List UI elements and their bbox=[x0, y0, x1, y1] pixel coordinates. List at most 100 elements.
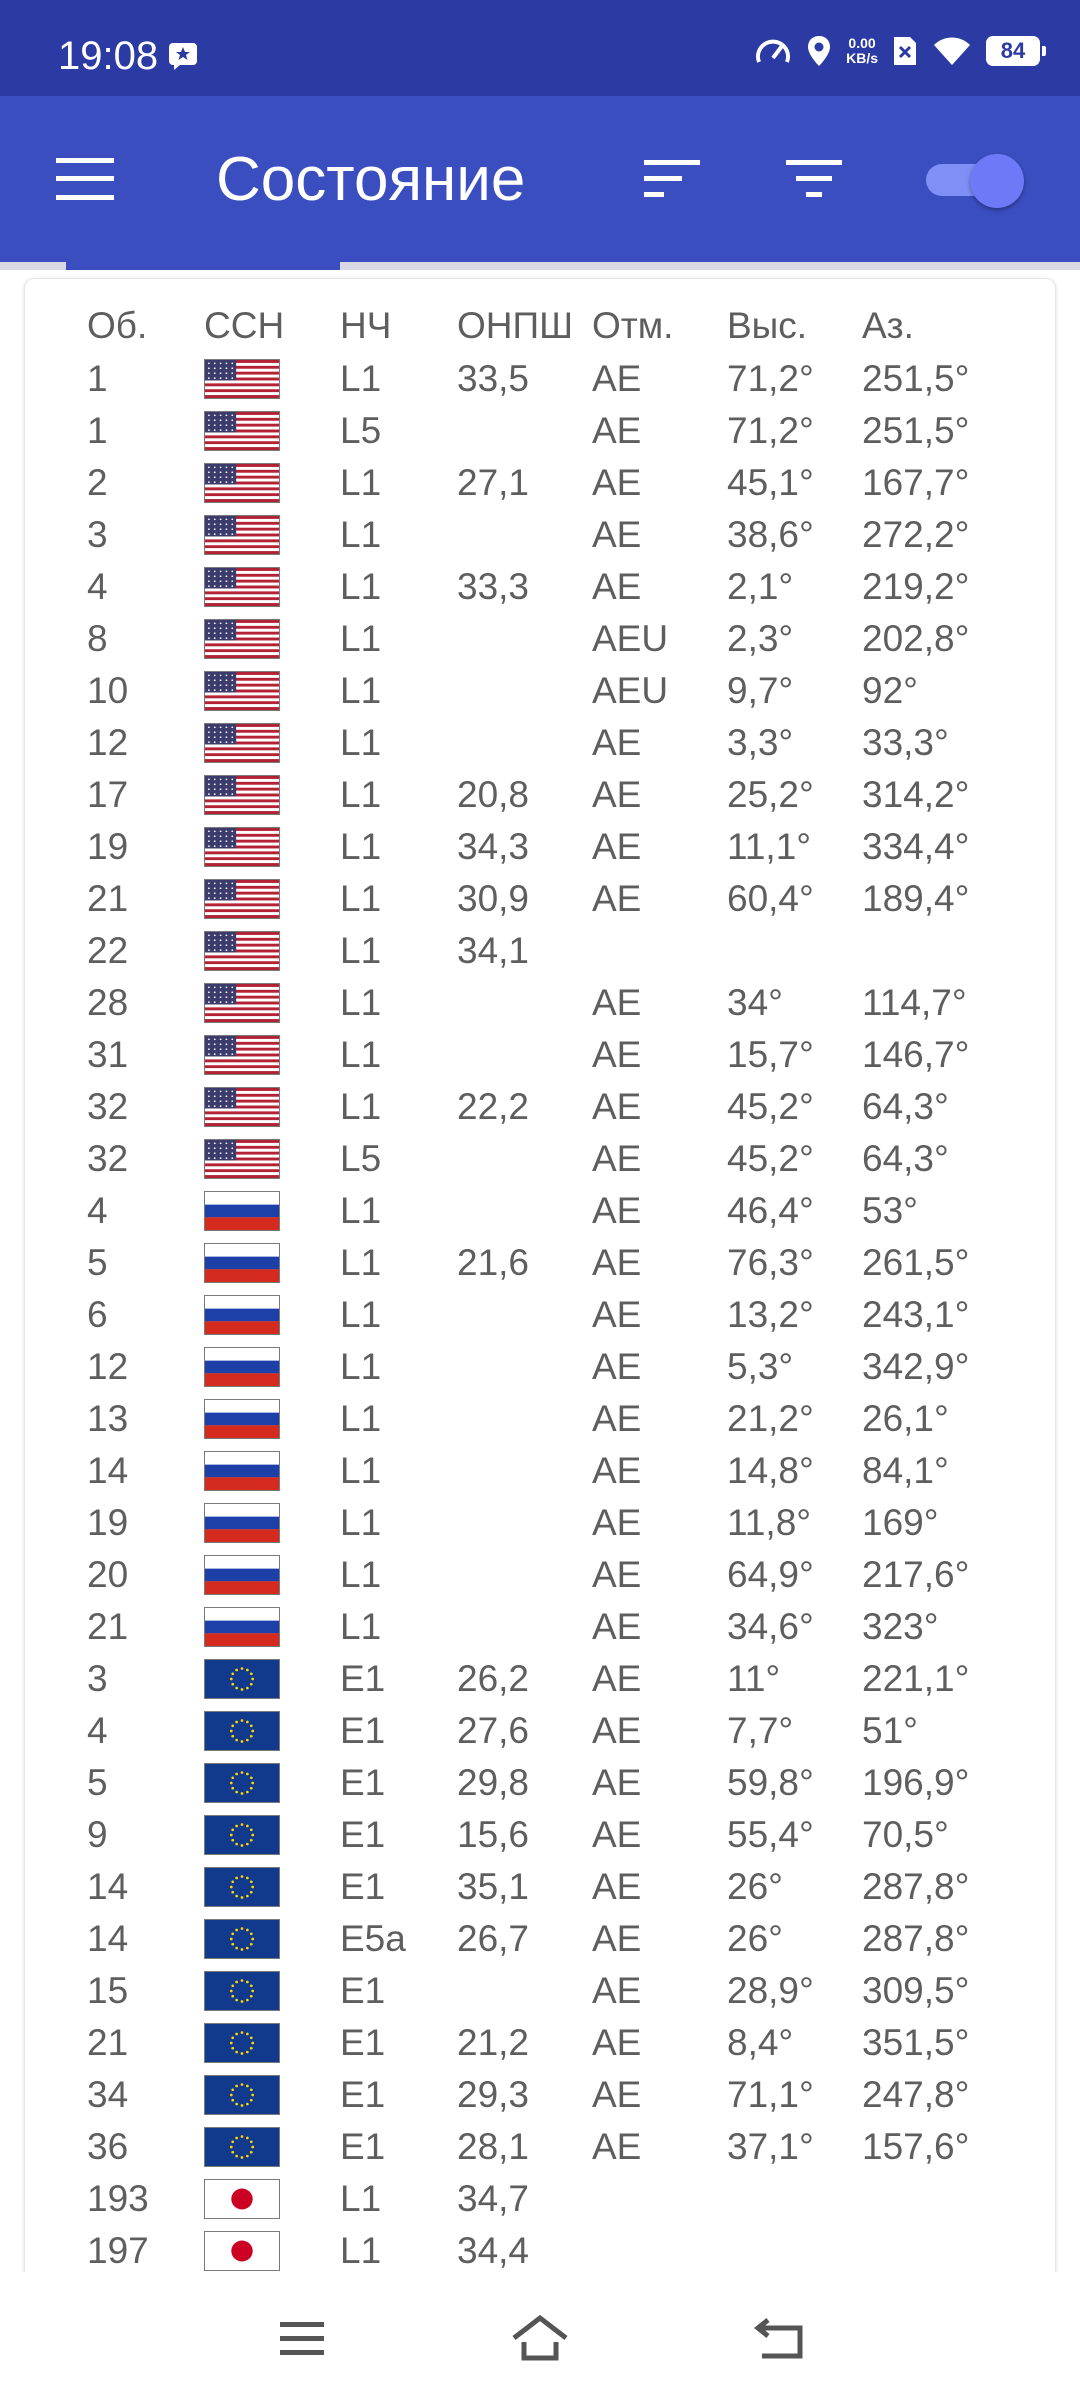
sat-id-cell: 12 bbox=[87, 1346, 129, 1387]
band-cell: E1 bbox=[340, 1710, 386, 1751]
table-row: 21 L1 AE 34,6° 323° bbox=[87, 1601, 1002, 1653]
home-icon[interactable] bbox=[510, 2312, 570, 2364]
header-constellation: ССН bbox=[204, 305, 285, 346]
elevation-cell: 71,1° bbox=[727, 2074, 814, 2115]
table-row: 8 L1 AEU 2,3° 202,8° bbox=[87, 613, 1002, 665]
usa-flag-icon bbox=[204, 723, 280, 763]
flags-cell: AE bbox=[592, 1502, 642, 1543]
sat-id-cell: 4 bbox=[87, 1710, 108, 1751]
app-bar: Состояние bbox=[0, 96, 1080, 262]
elevation-cell: 25,2° bbox=[727, 774, 814, 815]
header-elevation: Выс. bbox=[727, 305, 808, 346]
cn0-cell: 27,1 bbox=[457, 462, 530, 503]
eu-flag-icon bbox=[204, 2023, 280, 2063]
sat-id-cell: 5 bbox=[87, 1242, 108, 1283]
constellation-cell bbox=[204, 1445, 340, 1497]
usa-flag-icon bbox=[204, 1035, 280, 1075]
cn0-cell: 22,2 bbox=[457, 1086, 530, 1127]
table-row: 5 E1 29,8 AE 59,8° 196,9° bbox=[87, 1757, 1002, 1809]
flags-cell: AE bbox=[592, 358, 642, 399]
azimuth-cell: 219,2° bbox=[862, 566, 970, 607]
menu-icon[interactable] bbox=[56, 158, 114, 200]
elevation-cell: 2,3° bbox=[727, 618, 794, 659]
sat-id-cell: 21 bbox=[87, 878, 129, 919]
constellation-cell bbox=[204, 353, 340, 405]
sat-id-cell: 36 bbox=[87, 2126, 129, 2167]
table-row: 22 L1 34,1 bbox=[87, 925, 1002, 977]
band-cell: L1 bbox=[340, 1190, 382, 1231]
battery-indicator: 84 bbox=[986, 36, 1046, 66]
constellation-cell bbox=[204, 1497, 340, 1549]
table-row: 2 L1 27,1 AE 45,1° 167,7° bbox=[87, 457, 1002, 509]
network-speed-value: 0.00 bbox=[848, 35, 876, 51]
russia-flag-icon bbox=[204, 1295, 280, 1335]
elevation-cell: 11,8° bbox=[727, 1502, 812, 1543]
russia-flag-icon bbox=[204, 1347, 280, 1387]
filter-icon[interactable] bbox=[786, 160, 842, 198]
table-row: 5 L1 21,6 AE 76,3° 261,5° bbox=[87, 1237, 1002, 1289]
sat-id-cell: 32 bbox=[87, 1086, 129, 1127]
constellation-cell bbox=[204, 1809, 340, 1861]
band-cell: E1 bbox=[340, 1762, 386, 1803]
azimuth-cell: 84,1° bbox=[862, 1450, 949, 1491]
cn0-cell: 26,2 bbox=[457, 1658, 530, 1699]
satellite-table: Об. ССН НЧ ОНПШ Отм. Выс. Аз. 1 L1 33,5 AE 7… bbox=[87, 299, 1002, 2277]
flags-cell: AE bbox=[592, 722, 642, 763]
back-icon[interactable] bbox=[750, 2312, 810, 2364]
cn0-cell: 30,9 bbox=[457, 878, 530, 919]
band-cell: L1 bbox=[340, 1398, 382, 1439]
flags-cell bbox=[592, 2173, 727, 2225]
elevation-cell: 60,4° bbox=[727, 878, 814, 919]
sat-id-cell: 28 bbox=[87, 982, 129, 1023]
cn0-cell: 26,7 bbox=[457, 1918, 530, 1959]
band-cell: L1 bbox=[340, 2178, 382, 2219]
elevation-cell: 8,4° bbox=[727, 2022, 794, 2063]
usa-flag-icon bbox=[204, 827, 280, 867]
russia-flag-icon bbox=[204, 1451, 280, 1491]
flags-cell: AE bbox=[592, 566, 642, 607]
sat-id-cell: 21 bbox=[87, 2022, 129, 2063]
table-row: 21 L1 30,9 AE 60,4° 189,4° bbox=[87, 873, 1002, 925]
cn0-cell: 20,8 bbox=[457, 774, 530, 815]
recents-menu-icon[interactable] bbox=[272, 2312, 332, 2364]
flags-cell: AE bbox=[592, 462, 642, 503]
azimuth-cell: 334,4° bbox=[862, 826, 970, 867]
azimuth-cell: 202,8° bbox=[862, 618, 970, 659]
table-row: 4 L1 33,3 AE 2,1° 219,2° bbox=[87, 561, 1002, 613]
table-row: 20 L1 AE 64,9° 217,6° bbox=[87, 1549, 1002, 1601]
table-header-row: Об. ССН НЧ ОНПШ Отм. Выс. Аз. bbox=[87, 299, 1002, 353]
constellation-cell bbox=[204, 1289, 340, 1341]
usa-flag-icon bbox=[204, 879, 280, 919]
sort-icon[interactable] bbox=[644, 160, 700, 198]
table-row: 14 L1 AE 14,8° 84,1° bbox=[87, 1445, 1002, 1497]
usa-flag-icon bbox=[204, 931, 280, 971]
cn0-cell: 34,7 bbox=[457, 2178, 530, 2219]
table-row: 3 E1 26,2 AE 11° 221,1° bbox=[87, 1653, 1002, 1705]
table-row: 19 L1 AE 11,8° 169° bbox=[87, 1497, 1002, 1549]
toggle-switch[interactable] bbox=[926, 154, 1024, 208]
elevation-cell: 71,2° bbox=[727, 358, 814, 399]
table-row: 4 L1 AE 46,4° 53° bbox=[87, 1185, 1002, 1237]
table-row: 31 L1 AE 15,7° 146,7° bbox=[87, 1029, 1002, 1081]
location-icon bbox=[808, 36, 831, 66]
table-row: 21 E1 21,2 AE 8,4° 351,5° bbox=[87, 2017, 1002, 2069]
sat-id-cell: 3 bbox=[87, 514, 108, 555]
cn0-cell bbox=[457, 1029, 592, 1081]
constellation-cell bbox=[204, 2225, 340, 2277]
table-row: 28 L1 AE 34° 114,7° bbox=[87, 977, 1002, 1029]
eu-flag-icon bbox=[204, 1971, 280, 2011]
band-cell: L1 bbox=[340, 1606, 382, 1647]
band-cell: L1 bbox=[340, 878, 382, 919]
flags-cell: AE bbox=[592, 878, 642, 919]
azimuth-cell: 314,2° bbox=[862, 774, 970, 815]
azimuth-cell: 221,1° bbox=[862, 1658, 970, 1699]
cn0-cell bbox=[457, 613, 592, 665]
table-row: 13 L1 AE 21,2° 26,1° bbox=[87, 1393, 1002, 1445]
cn0-cell: 28,1 bbox=[457, 2126, 530, 2167]
constellation-cell bbox=[204, 821, 340, 873]
flags-cell: AE bbox=[592, 1086, 642, 1127]
sat-id-cell: 2 bbox=[87, 462, 108, 503]
band-cell: L1 bbox=[340, 1294, 382, 1335]
azimuth-cell: 272,2° bbox=[862, 514, 970, 555]
system-nav-bar bbox=[0, 2272, 1080, 2400]
